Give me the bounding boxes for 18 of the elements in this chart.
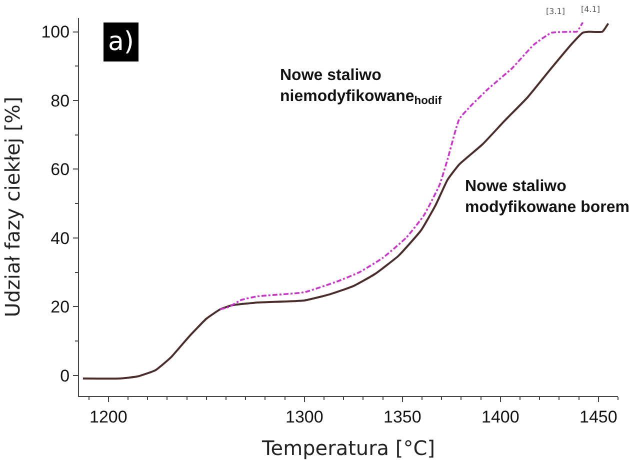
y-tick-label: 80 xyxy=(50,91,70,110)
text: [3.1] xyxy=(546,7,565,16)
x-tick-label: 1450 xyxy=(579,407,618,426)
x-tick-label: 1300 xyxy=(285,407,324,426)
y-tick-label: 0 xyxy=(60,366,70,386)
series-label: Nowe staliwo modyfikowane borem xyxy=(465,178,630,216)
series-label: Nowe staliwo niemodyfikowane$_{hodif}$ xyxy=(280,67,442,108)
annotation: a) xyxy=(108,27,134,57)
y-tick-label: 100 xyxy=(41,22,70,42)
y-tick-label: 40 xyxy=(50,228,70,248)
y-axis-title: Udział fazy ciekłej [%] xyxy=(0,96,25,318)
text: [4.1] xyxy=(581,5,600,14)
x-tick-label: 1200 xyxy=(89,407,128,426)
x-tick-label: 1350 xyxy=(383,407,422,426)
x-axis-title: Temperatura [°C] xyxy=(260,436,436,460)
x-tick-label: 1400 xyxy=(481,407,520,426)
y-tick-label: 60 xyxy=(50,160,70,180)
y-tick-label: 20 xyxy=(50,298,70,317)
